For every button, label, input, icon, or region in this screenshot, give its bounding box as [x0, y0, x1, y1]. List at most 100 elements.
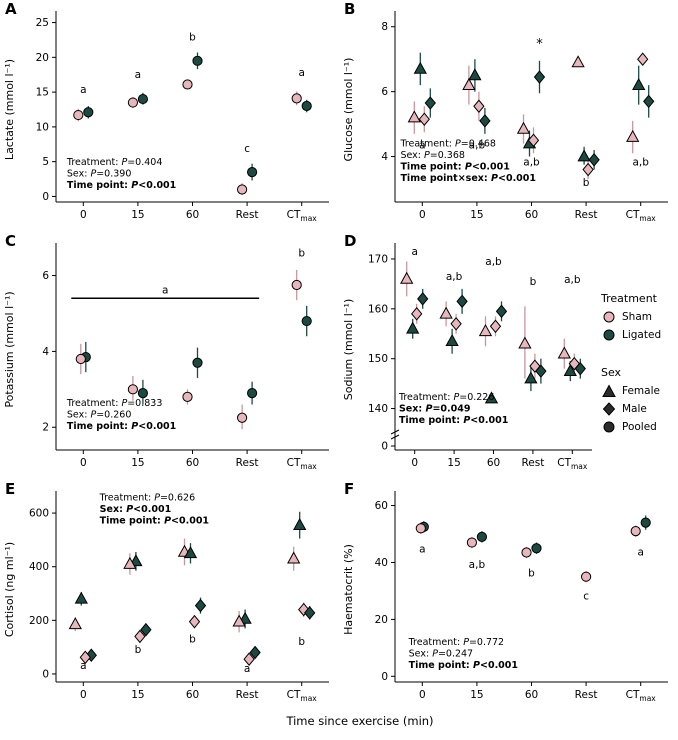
legend-item-ligated: Ligated — [601, 326, 677, 344]
svg-text:15: 15 — [131, 209, 144, 221]
sham-circle-icon — [603, 311, 615, 323]
svg-text:b: b — [583, 177, 590, 189]
svg-text:a: a — [135, 69, 141, 81]
legend-item-pooled: Pooled — [601, 418, 677, 436]
svg-text:2: 2 — [42, 422, 49, 434]
svg-text:c: c — [583, 590, 589, 602]
svg-text:Sodium (mmol l⁻¹): Sodium (mmol l⁻¹) — [342, 299, 355, 401]
svg-text:Rest: Rest — [236, 689, 259, 701]
svg-text:20: 20 — [36, 52, 49, 64]
svg-text:c: c — [244, 143, 250, 155]
svg-text:Sex: P<0.001: Sex: P<0.001 — [100, 504, 172, 515]
svg-text:Treatment: P=0.404: Treatment: P=0.404 — [66, 157, 162, 168]
svg-text:Time point: P<0.001: Time point: P<0.001 — [399, 415, 508, 426]
svg-text:60: 60 — [186, 209, 199, 221]
svg-text:160: 160 — [368, 303, 388, 315]
svg-text:Time point: P<0.001: Time point: P<0.001 — [100, 516, 209, 527]
svg-text:5: 5 — [42, 156, 49, 168]
svg-text:400: 400 — [29, 561, 49, 573]
svg-text:Rest: Rest — [236, 209, 259, 221]
svg-text:E: E — [5, 480, 15, 498]
svg-text:4: 4 — [42, 346, 49, 358]
svg-text:a,b: a,b — [485, 256, 502, 268]
svg-text:Sex: P=0.260: Sex: P=0.260 — [67, 409, 131, 420]
legend-item-label: Male — [622, 403, 647, 415]
svg-text:Time point: P<0.001: Time point: P<0.001 — [409, 660, 518, 671]
svg-text:*: * — [536, 37, 543, 52]
svg-text:Treatment: P=0.833: Treatment: P=0.833 — [66, 398, 162, 409]
svg-text:6: 6 — [42, 270, 49, 282]
svg-text:Rest: Rest — [575, 209, 598, 221]
svg-text:0: 0 — [42, 191, 49, 203]
svg-text:40: 40 — [375, 557, 388, 569]
svg-text:60: 60 — [186, 457, 199, 469]
svg-text:Time point: P<0.001: Time point: P<0.001 — [67, 180, 176, 191]
svg-text:Lactate (mmol l⁻¹): Lactate (mmol l⁻¹) — [3, 59, 16, 160]
svg-text:CTmax: CTmax — [287, 209, 318, 223]
svg-text:a: a — [637, 546, 643, 558]
ligated-circle-icon — [603, 329, 615, 341]
svg-text:60: 60 — [375, 500, 388, 512]
svg-text:20: 20 — [375, 614, 388, 626]
svg-text:Rest: Rest — [575, 689, 598, 701]
svg-text:a,b: a,b — [632, 157, 649, 169]
svg-text:140: 140 — [368, 403, 388, 415]
panel-e-cortisol-chart: 0 200 400 600 0 15 60 Rest CTmax Cortisol (ng ml⁻… — [3, 480, 329, 703]
svg-text:Treatment: P=0.226: Treatment: P=0.226 — [398, 392, 494, 403]
legend-item-label: Ligated — [622, 329, 662, 341]
svg-text:8: 8 — [381, 21, 388, 33]
svg-text:15: 15 — [36, 87, 49, 99]
svg-text:b: b — [189, 633, 196, 645]
svg-text:D: D — [344, 232, 356, 250]
svg-text:a: a — [162, 284, 168, 296]
svg-text:0: 0 — [80, 689, 87, 701]
svg-text:4: 4 — [381, 151, 388, 163]
svg-text:15: 15 — [470, 209, 483, 221]
legend-item-label: Pooled — [622, 421, 657, 433]
svg-text:0: 0 — [381, 441, 388, 453]
svg-text:a: a — [419, 544, 425, 556]
svg-text:60: 60 — [487, 457, 500, 469]
svg-text:a,b: a,b — [446, 271, 463, 283]
svg-text:Potassium (mmol l⁻¹): Potassium (mmol l⁻¹) — [3, 291, 16, 407]
svg-text:0: 0 — [419, 209, 426, 221]
panel-b-glucose-chart: 4 6 8 0 15 60 Rest CTmax Glucose (mmol l⁻¹) Ba a,b… — [342, 0, 668, 223]
svg-text:15: 15 — [131, 689, 144, 701]
svg-text:CTmax: CTmax — [626, 209, 657, 223]
svg-text:a: a — [244, 663, 250, 675]
svg-text:60: 60 — [525, 209, 538, 221]
svg-text:C: C — [5, 232, 16, 250]
svg-text:25: 25 — [36, 17, 49, 29]
x-axis-label: Time since exercise (min) — [286, 714, 434, 728]
male-diamond-icon — [602, 402, 616, 416]
svg-text:Time point: P<0.001: Time point: P<0.001 — [400, 162, 509, 173]
svg-text:CTmax: CTmax — [287, 689, 318, 703]
svg-text:15: 15 — [470, 689, 483, 701]
svg-text:0: 0 — [419, 689, 426, 701]
svg-text:b: b — [135, 644, 142, 656]
svg-text:a: a — [80, 84, 86, 96]
svg-text:a,b: a,b — [564, 274, 581, 286]
svg-text:CTmax: CTmax — [557, 457, 588, 471]
svg-text:Treatment: P=0.468: Treatment: P=0.468 — [399, 139, 495, 150]
pooled-circle-icon — [603, 421, 615, 433]
svg-text:B: B — [344, 0, 355, 18]
svg-text:b: b — [298, 636, 305, 648]
panel-d-sodium-chart: 140 150 160 170 0 0 15 60 Rest CTmax Sodium (mmol … — [342, 232, 592, 471]
legend: Treatment Sham Ligated Sex Female Male P… — [601, 292, 677, 436]
svg-text:0: 0 — [80, 209, 87, 221]
svg-text:CTmax: CTmax — [626, 689, 657, 703]
svg-text:Cortisol (ng ml⁻¹): Cortisol (ng ml⁻¹) — [3, 542, 16, 637]
panel-f-haematocrit-chart: 0 20 40 60 0 15 60 Rest CTmax Haematocrit (%) Fa a,… — [342, 480, 668, 703]
svg-text:F: F — [344, 480, 354, 498]
svg-text:15: 15 — [131, 457, 144, 469]
svg-text:Time point×sex: P<0.001: Time point×sex: P<0.001 — [400, 173, 536, 184]
svg-text:60: 60 — [525, 689, 538, 701]
svg-text:Glucose (mmol l⁻¹): Glucose (mmol l⁻¹) — [342, 58, 355, 162]
legend-treatment-title: Treatment — [601, 292, 657, 305]
female-triangle-icon — [602, 384, 616, 397]
legend-sex-title: Sex — [601, 366, 622, 379]
svg-text:0: 0 — [42, 668, 49, 680]
svg-text:A: A — [5, 0, 17, 18]
svg-text:b: b — [530, 276, 537, 288]
